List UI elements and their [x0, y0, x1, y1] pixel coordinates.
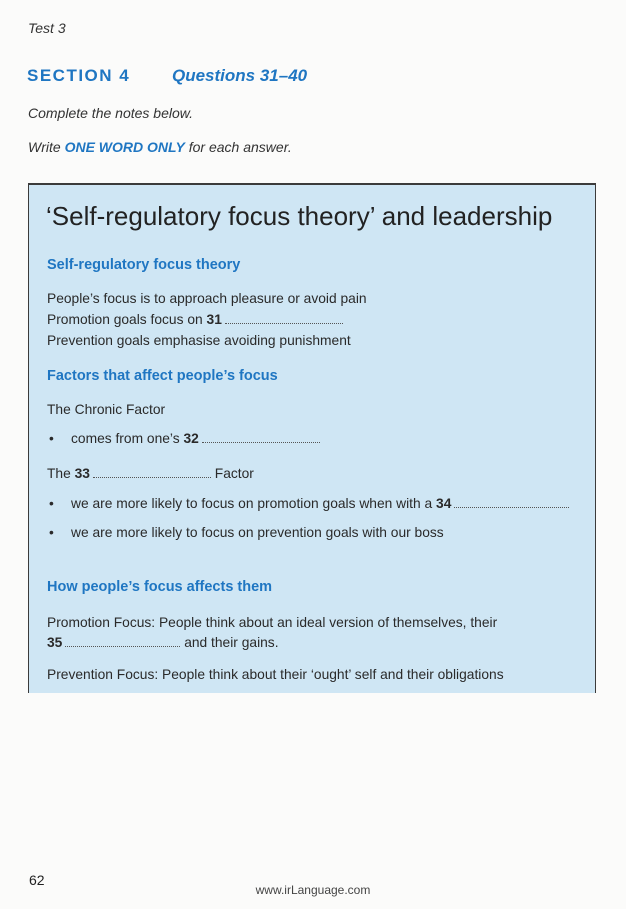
answer-blank-33[interactable] [92, 476, 211, 478]
answer-blank-32[interactable] [201, 441, 320, 443]
instruction-highlight: ONE WORD ONLY [64, 139, 185, 155]
page-number: 62 [29, 872, 45, 888]
bullet-line: • we are more likely to focus on preventi… [49, 525, 444, 540]
instruction-word-limit: Write ONE WORD ONLY for each answer. [28, 139, 292, 155]
question-number: 34 [436, 496, 452, 511]
note-line-q33: The 33 Factor [47, 466, 254, 481]
note-text: Promotion goals focus on [47, 312, 207, 327]
bullet-line-q32: • comes from one’s 32 [49, 431, 320, 446]
note-text: Factor [210, 466, 254, 481]
question-number: 32 [183, 431, 199, 446]
notes-box: ‘Self-regulatory focus theory’ and leade… [28, 183, 596, 693]
website-footer: www.irLanguage.com [255, 883, 371, 897]
section-heading: SECTION 4 [27, 66, 131, 85]
bullet-icon: • [49, 496, 54, 511]
notes-title: ‘Self-regulatory focus theory’ and leade… [46, 201, 553, 231]
note-text: we are more likely to focus on promotion… [71, 496, 437, 511]
questions-heading: Questions 31–40 [172, 66, 308, 85]
instruction-complete-notes: Complete the notes below. [28, 105, 193, 121]
test-label: Test 3 [28, 20, 66, 36]
note-text: The [47, 466, 75, 481]
answer-blank-31[interactable] [224, 322, 343, 324]
question-number: 33 [74, 466, 90, 481]
subheading-self-regulatory: Self-regulatory focus theory [47, 257, 241, 273]
instruction-suffix: for each answer. [184, 139, 292, 155]
bullet-icon: • [49, 431, 54, 446]
answer-blank-34[interactable] [454, 506, 570, 508]
question-number: 31 [206, 312, 222, 327]
note-line: People’s focus is to approach pleasure o… [47, 291, 367, 306]
subheading-how-focus-affects: How people’s focus affects them [47, 579, 273, 595]
note-text: comes from one’s [71, 431, 184, 446]
note-line: Prevention Focus: People think about the… [47, 667, 504, 682]
subheading-factors: Factors that affect people’s focus [47, 368, 278, 384]
answer-blank-35[interactable] [65, 645, 181, 647]
note-line-q35: 35 and their gains. [47, 635, 279, 650]
note-line-q31: Promotion goals focus on 31 [47, 312, 343, 327]
instruction-prefix: Write [28, 139, 65, 155]
bullet-icon: • [49, 525, 54, 540]
note-text: and their gains. [180, 635, 279, 650]
note-line: The Chronic Factor [47, 402, 166, 417]
bullet-line-q34: • we are more likely to focus on promotio… [49, 496, 570, 511]
note-line: Prevention goals emphasise avoiding puni… [47, 333, 351, 348]
note-line: Promotion Focus: People think about an i… [47, 615, 498, 630]
note-text: we are more likely to focus on preventio… [71, 525, 444, 540]
question-number: 35 [47, 635, 63, 650]
